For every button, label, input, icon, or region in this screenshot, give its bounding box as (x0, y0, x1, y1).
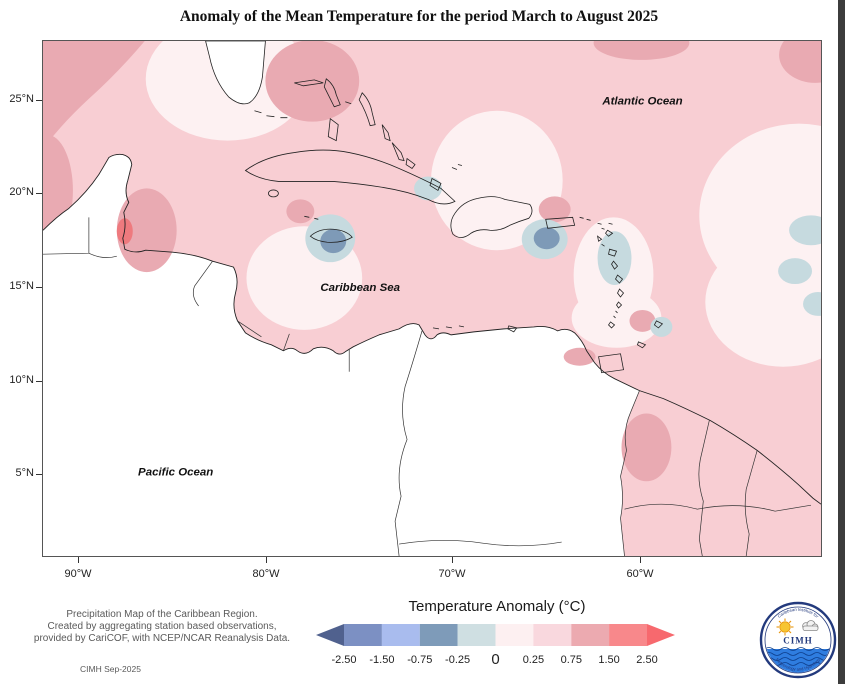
legend-tick: -1.50 (369, 654, 394, 666)
legend-tick: 0 (491, 651, 499, 668)
legend-segment (495, 624, 534, 646)
anomaly-map-svg: Atlantic Ocean Caribbean Sea Pacific Oce… (43, 41, 821, 556)
x-axis-tick-70w: 70°W (438, 568, 466, 580)
coastlines (43, 153, 821, 505)
cloud-icon (802, 620, 819, 631)
legend-tick: 1.50 (598, 654, 619, 666)
attribution-text: Precipitation Map of the Caribbean Regio… (22, 609, 302, 645)
screen-edge-strip (838, 0, 845, 684)
legend-arrow-left (316, 624, 344, 646)
label-atlantic-ocean: Atlantic Ocean (601, 96, 682, 108)
anomaly-cool-cores (320, 227, 560, 254)
legend-segment (381, 624, 420, 646)
country-borders (43, 217, 812, 556)
legend-colorbar: Temperature Anomaly (°C) -2.50 -1.50 -0.… (316, 598, 675, 668)
x-axis-tick-80w: 80°W (252, 568, 280, 580)
map-canvas: Atlantic Ocean Caribbean Sea Pacific Oce… (42, 40, 822, 557)
x-axis-tick-60w: 60°W (626, 568, 654, 580)
legend-arrow-right (647, 624, 675, 646)
y-tick-mark (36, 474, 42, 475)
legend-tick: -0.75 (407, 654, 432, 666)
y-axis-tick-10n: 10°N (9, 373, 34, 386)
legend-tick: 0.25 (523, 654, 544, 666)
page-title: Anomaly of the Mean Temperature for the … (179, 8, 659, 25)
logo-inner-ring (764, 606, 832, 674)
x-tick-mark (78, 557, 79, 563)
legend-tick: -0.25 (445, 654, 470, 666)
legend-tick: 2.50 (636, 654, 657, 666)
y-axis-tick-25n: 25°N (9, 93, 34, 105)
islands (205, 41, 664, 374)
x-axis-tick-90w: 90°W (64, 568, 92, 580)
y-tick-mark (36, 192, 42, 194)
y-tick-mark (36, 100, 42, 101)
y-tick-mark (36, 287, 42, 288)
label-caribbean-sea: Caribbean Sea (320, 282, 400, 294)
legend-segment (571, 624, 610, 646)
land-mask (43, 154, 640, 556)
legend-segment (419, 624, 458, 646)
legend-tick: 0.75 (561, 654, 582, 666)
legend-title: Temperature Anomaly (°C) (409, 598, 586, 615)
attribution-line: Created by aggregating station based obs… (47, 621, 277, 632)
attribution-line: Precipitation Map of the Caribbean Regio… (66, 609, 258, 620)
x-tick-mark (266, 557, 267, 563)
legend-segment (533, 624, 572, 646)
legend-tick: -2.50 (331, 654, 356, 666)
legend-segment (344, 624, 382, 646)
y-axis-tick-15n: 15°N (9, 280, 34, 292)
waves-icon (765, 649, 831, 673)
credit-text: CIMH Sep-2025 (80, 664, 141, 674)
cimh-logo: CIMH Caribbean Institute for Meteorology… (759, 601, 837, 679)
legend-segment (457, 624, 496, 646)
y-tick-mark (36, 380, 42, 382)
x-tick-mark (452, 557, 453, 563)
y-axis-tick-5n: 5°N (15, 467, 34, 479)
x-tick-mark (640, 557, 641, 563)
y-axis-tick-20n: 20°N (9, 185, 34, 198)
sun-icon (776, 618, 794, 636)
label-pacific-ocean: Pacific Ocean (138, 466, 213, 478)
attribution-line: provided by CariCOF, with NCEP/NCAR Rean… (33, 633, 291, 644)
legend-segment (609, 624, 647, 646)
logo-acronym: CIMH (783, 636, 813, 646)
